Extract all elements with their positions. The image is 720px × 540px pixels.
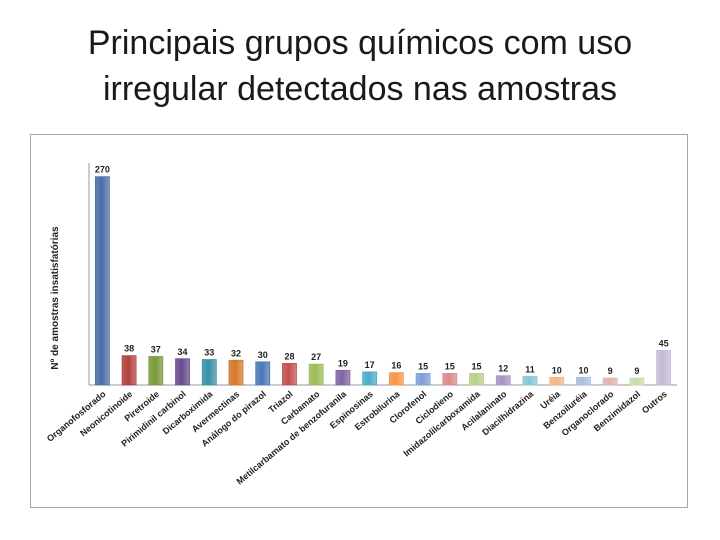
value-label-9: 19 [338,358,348,368]
slide-title-line-1: Principais grupos químicos com uso [87,24,633,62]
value-label-5: 32 [231,348,241,358]
bar-1 [121,355,137,386]
value-label-0: 270 [95,165,110,175]
bar-14 [469,373,484,386]
chart-frame: 270 Organofosforado 38 Neonicotinoide 37 Pire… [30,134,688,508]
value-label-10: 17 [365,360,375,370]
value-label-20: 9 [634,366,639,376]
value-label-18: 10 [578,365,588,375]
bar-4 [201,359,217,386]
value-label-2: 37 [151,344,161,354]
value-label-12: 15 [418,361,428,371]
bar-2 [148,356,164,386]
value-label-17: 10 [552,365,562,375]
value-label-15: 12 [498,364,508,374]
value-label-11: 16 [391,361,401,371]
bar-7 [282,362,297,386]
category-label-20: Benzimidazol [592,389,642,434]
bar-5 [228,359,244,386]
value-label-3: 34 [178,347,188,357]
bar-10 [362,371,378,386]
bar-chart: 270Organofosforado38Neonicotinoide37Pire… [45,163,677,487]
value-label-16: 11 [525,365,535,375]
plot-area: 270Organofosforado38Neonicotinoide37Pire… [45,163,677,487]
category-label-21: Outros [640,389,669,416]
value-label-1: 38 [124,344,134,354]
bar-12 [415,373,431,386]
bar-15 [495,375,511,386]
bar-19 [602,377,618,386]
value-label-7: 28 [284,351,294,361]
bar-16 [522,376,538,386]
bar-11 [388,372,404,386]
slide-title: Principais grupos químicos com uso irreg… [0,20,720,112]
bar-20 [629,377,645,386]
bar-0 [94,176,110,386]
bar-17 [549,376,565,386]
bar-13 [442,373,458,386]
value-label-4: 33 [204,348,214,358]
bar-21 [656,349,672,386]
value-label-14: 15 [472,361,482,371]
bar-8 [308,363,324,386]
bar-6 [255,361,271,386]
bar-18 [576,376,591,386]
bar-9 [335,369,351,386]
bar-3 [175,358,190,386]
value-label-6: 30 [258,350,268,360]
value-label-13: 15 [445,361,455,371]
value-label-19: 9 [608,366,613,376]
value-label-8: 27 [311,352,321,362]
value-label-21: 45 [659,338,669,348]
y-axis-label: Nº de amostras insatisfatórias [50,226,61,370]
slide-title-line-2: irregular detectados nas amostras [102,70,618,108]
